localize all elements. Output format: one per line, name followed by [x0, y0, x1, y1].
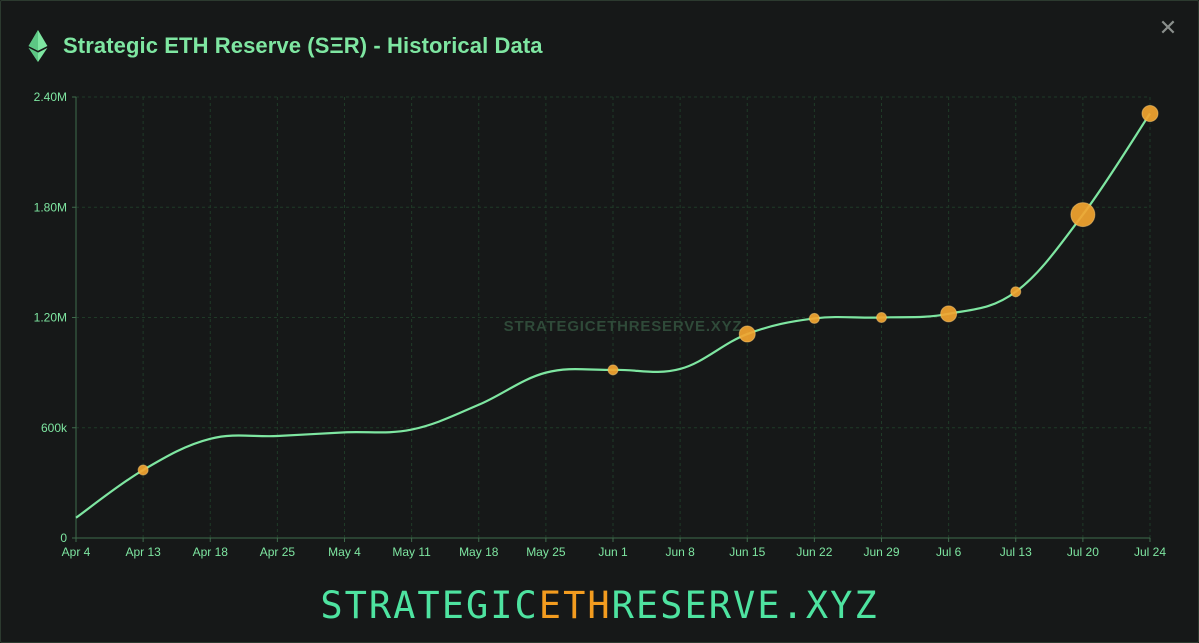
y-tick-label: 2.40M — [34, 90, 67, 104]
x-tick-label: Apr 18 — [193, 545, 229, 559]
chart-header: Strategic ETH Reserve (SΞR) - Historical… — [27, 29, 543, 63]
footer-brand-prefix: STRATEGIC — [320, 584, 539, 627]
x-tick-label: May 18 — [459, 545, 499, 559]
footer-brand-suffix: RESERVE.XYZ — [611, 584, 879, 627]
watermark-text: STRATEGICETHRESERVE.XYZ — [504, 318, 743, 335]
data-point-marker[interactable] — [607, 364, 619, 376]
grid — [76, 96, 1151, 538]
x-tick-label: Apr 25 — [260, 545, 296, 559]
series-line — [75, 112, 1151, 519]
x-tick-label: Jun 15 — [729, 545, 765, 559]
x-tick-label: Jul 24 — [1134, 545, 1166, 559]
footer-brand-accent: ETH — [538, 584, 612, 627]
ethereum-icon — [28, 30, 48, 62]
x-tick-label: Jul 20 — [1067, 545, 1099, 559]
y-tick-label: 0 — [60, 531, 67, 545]
data-point-marker[interactable] — [940, 305, 958, 323]
close-icon[interactable]: ✕ — [1158, 16, 1178, 41]
y-axis-ticks: 0 600k 1.20M 1.80M 2.40M — [34, 90, 76, 545]
x-tick-label: Jun 29 — [863, 545, 899, 559]
y-tick-label: 600k — [41, 421, 68, 435]
footer-brand: STRATEGICETHRESERVE.XYZ — [0, 584, 1199, 627]
data-point-marker[interactable] — [738, 325, 756, 343]
markers — [137, 105, 1159, 476]
x-tick-label: May 11 — [392, 545, 431, 559]
data-point-marker[interactable] — [1010, 286, 1022, 298]
x-tick-label: Apr 13 — [125, 545, 161, 559]
x-tick-label: Jul 6 — [936, 545, 962, 559]
data-point-marker[interactable] — [1070, 202, 1096, 228]
data-point-marker[interactable] — [808, 312, 820, 324]
data-point-marker[interactable] — [137, 464, 149, 476]
x-tick-label: Jun 1 — [598, 545, 628, 559]
data-point-marker[interactable] — [876, 312, 887, 323]
chart-title: Strategic ETH Reserve (SΞR) - Historical… — [63, 33, 543, 58]
x-tick-label: Apr 4 — [62, 545, 91, 559]
x-tick-label: Jul 13 — [1000, 545, 1032, 559]
x-tick-label: May 25 — [526, 545, 566, 559]
x-tick-label: Jun 22 — [796, 545, 832, 559]
data-point-marker[interactable] — [1141, 105, 1159, 123]
x-axis-ticks: Apr 4 Apr 13 Apr 18 Apr 25 May 4 May 11 May 18… — [62, 538, 1166, 559]
series-line-path — [75, 112, 1151, 519]
x-tick-label: Jun 8 — [665, 545, 695, 559]
x-tick-label: May 4 — [328, 545, 361, 559]
y-tick-label: 1.80M — [34, 200, 67, 214]
y-tick-label: 1.20M — [34, 311, 67, 325]
